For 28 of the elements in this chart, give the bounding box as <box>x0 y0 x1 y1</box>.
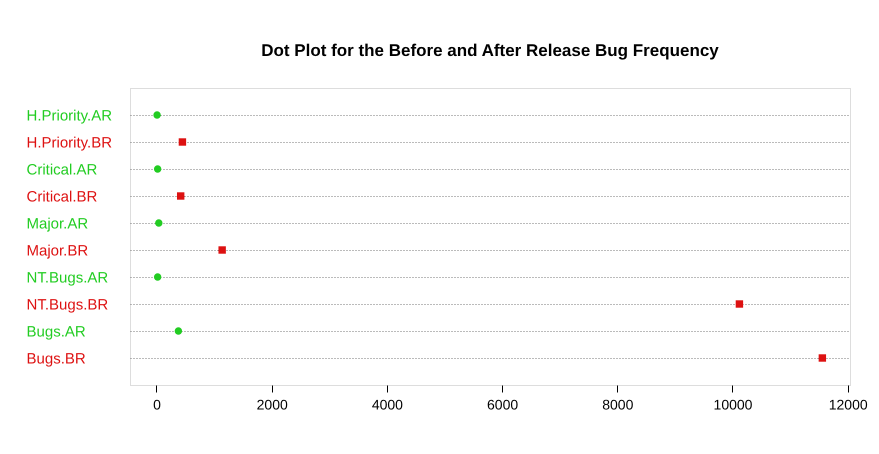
y-tick-label: H.Priority.AR <box>26 108 112 124</box>
point <box>178 138 186 146</box>
point <box>218 246 226 254</box>
y-tick-label: Critical.BR <box>26 188 98 206</box>
y-tick-label: H.Priority.BR <box>26 134 112 152</box>
point <box>736 300 744 308</box>
chart-title: Dot Plot for the Before and After Release Bug Frequency <box>261 41 720 60</box>
point <box>176 192 184 200</box>
x-tick-label: 6000 <box>487 396 518 412</box>
x-tick-label: 8000 <box>602 396 634 412</box>
y-tick-label: Major.AR <box>26 216 88 232</box>
y-tick-label: Bugs.BR <box>26 350 86 368</box>
y-tick-label: NT.Bugs.AR <box>26 270 108 286</box>
y-tick-label: Critical.AR <box>26 162 98 178</box>
point <box>818 354 826 362</box>
point <box>154 165 162 173</box>
x-tick-label: 4000 <box>372 396 404 412</box>
y-tick-label: Major.BR <box>26 242 88 260</box>
x-tick-label: 0 <box>153 396 162 412</box>
point <box>154 273 162 281</box>
x-tick-label: 12000 <box>828 396 868 412</box>
x-tick-label: 2000 <box>256 396 288 412</box>
point <box>153 111 161 119</box>
x-tick-label: 10000 <box>714 396 753 412</box>
point <box>174 327 182 335</box>
y-tick-label: NT.Bugs.BR <box>26 296 108 314</box>
y-tick-label: Bugs.AR <box>26 324 86 340</box>
point <box>155 219 163 227</box>
